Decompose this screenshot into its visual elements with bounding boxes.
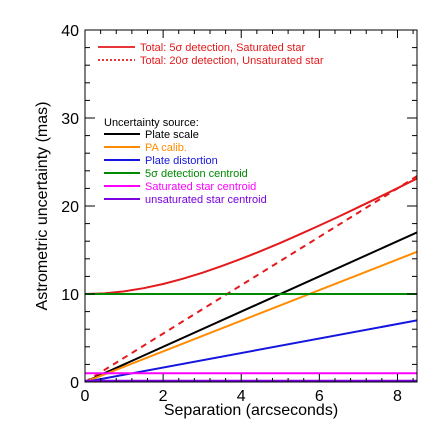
series-line-pa-calib (85, 250, 417, 382)
y-tick-label: 40 (61, 23, 79, 40)
y-tick-label: 30 (61, 111, 79, 128)
x-tick-label: 0 (81, 388, 90, 405)
legend-label-pa-calib: PA calib. (145, 142, 187, 154)
axes: 0 2 4 6 8 0 10 20 30 40 (61, 23, 417, 405)
legend-label-5sigma-detection-centroid: 5σ detection centroid (145, 168, 248, 180)
y-tick-label: 10 (61, 287, 79, 304)
series-line-total-20sigma-detection-unsaturated-star (85, 175, 417, 382)
legend-title: Uncertainty source: (104, 117, 199, 129)
legend: Total: 5σ detection, Saturated starTotal… (98, 42, 324, 206)
series-line-plate-distortion (85, 319, 417, 382)
series-line-total-5sigma-detection-saturated-star (85, 177, 417, 295)
legend-label-total-20sigma-detection-unsaturated-star: Total: 20σ detection, Unsaturated star (140, 55, 324, 67)
legend-label-total-5sigma-detection-saturated-star: Total: 5σ detection, Saturated star (140, 42, 305, 54)
series-line-plate-scale (85, 231, 417, 382)
x-axis-title: Separation (arcseconds) (164, 402, 338, 419)
x-tick-label: 6 (315, 388, 324, 405)
y-tick-label: 0 (70, 375, 79, 392)
legend-label-plate-scale: Plate scale (145, 129, 199, 141)
x-tick-label: 2 (159, 388, 168, 405)
x-tick-label: 8 (393, 388, 402, 405)
series-layer (85, 175, 417, 382)
y-tick-label: 20 (61, 199, 79, 216)
x-tick-label: 4 (237, 388, 246, 405)
legend-label-saturated-star-centroid: Saturated star centroid (145, 181, 256, 193)
legend-label-unsaturated-star-centroid: unsaturated star centroid (145, 194, 267, 206)
legend-label-plate-distortion: Plate distortion (145, 155, 218, 167)
y-axis-title: Astrometric uncertainty (mas) (34, 102, 51, 311)
